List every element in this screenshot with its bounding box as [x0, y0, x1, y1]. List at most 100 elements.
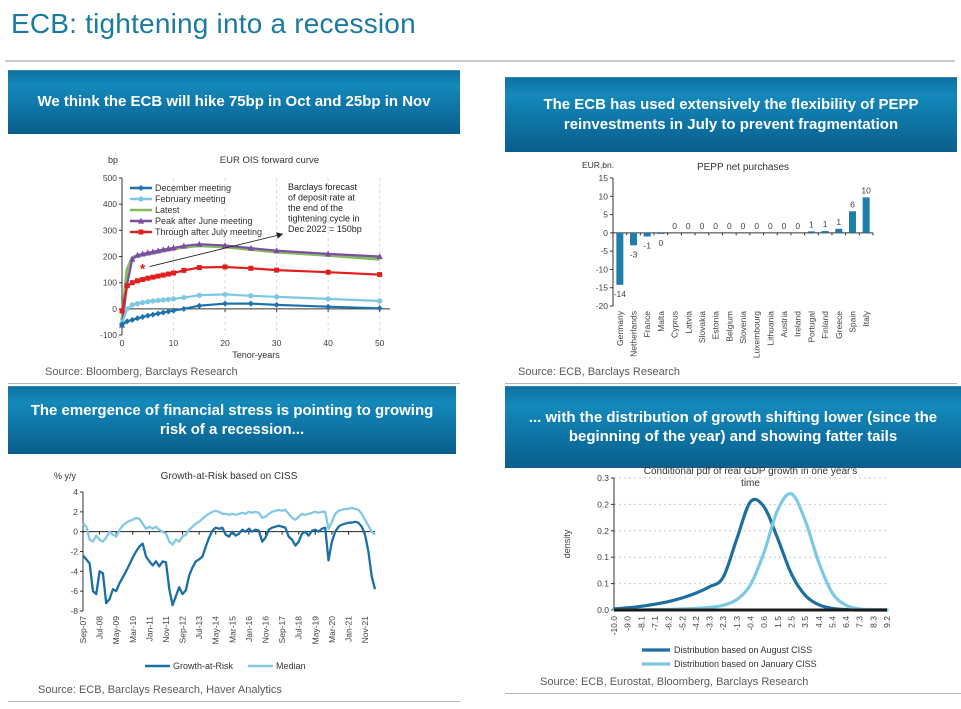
- bar-label-latvia: 0: [686, 221, 691, 231]
- x-label-jul-18: Jul-18: [294, 616, 304, 639]
- ois-y-axis-label: bp: [108, 155, 118, 165]
- series-distribution-based-on-august-ciss: [612, 497, 889, 612]
- bar-label-netherlands: -3: [630, 249, 638, 259]
- x-label-pdf-17: 6.4: [841, 616, 851, 628]
- legend-distribution-based-on-august-ciss: Distribution based on August CISS: [674, 645, 812, 655]
- bar-label-estonia: 0: [713, 221, 718, 231]
- svg-text:50: 50: [375, 338, 385, 348]
- source-top-right: Source: ECB, Barclays Research: [505, 366, 957, 384]
- x-label-pdf-3: -7.1: [650, 616, 660, 631]
- x-label-austria: Austria: [779, 311, 789, 338]
- x-label-pdf-1: -9.0: [623, 616, 633, 631]
- ois-x-axis-label: Tenor-years: [232, 350, 280, 360]
- bar-label-slovenia: 0: [741, 221, 746, 231]
- pdf-chart-title: Conditional pdf of real GDP growth in on…: [644, 466, 858, 477]
- svg-text:500: 500: [103, 173, 117, 183]
- x-label-may-14: May-14: [211, 616, 221, 645]
- x-label-jul-13: Jul-13: [194, 616, 204, 639]
- bar-label-spain: 6: [850, 199, 855, 209]
- bar-italy: [862, 197, 870, 233]
- x-label-netherlands: Netherlands: [629, 311, 639, 357]
- x-label-pdf-4: -6.2: [664, 616, 674, 631]
- x-label-greece: Greece: [834, 311, 844, 339]
- pepp-chart-title: PEPP net purchases: [697, 162, 789, 173]
- series-growth-at-risk: [82, 520, 377, 607]
- x-label-mar-10: Mar-10: [128, 616, 138, 643]
- svg-text:0.2: 0.2: [597, 499, 609, 509]
- ois-annotation-line: Dec 2022 = 150bp: [288, 224, 362, 234]
- pepp-bars: [616, 197, 870, 285]
- svg-text:100: 100: [103, 278, 117, 288]
- x-label-spain: Spain: [847, 311, 857, 333]
- source-bottom-left: Source: ECB, Barclays Research, Haver An…: [8, 684, 460, 702]
- x-label-pdf-11: 0.6: [759, 616, 769, 628]
- svg-text:0.2: 0.2: [597, 526, 609, 536]
- bar-label-malta: 0: [659, 238, 664, 248]
- svg-text:0.1: 0.1: [597, 579, 609, 589]
- svg-text:0: 0: [112, 304, 117, 314]
- x-label-mar-15: Mar-15: [227, 616, 237, 643]
- svg-text:10: 10: [169, 338, 179, 348]
- x-label-estonia: Estonia: [711, 311, 721, 340]
- bar-label-greece: 1: [836, 217, 841, 227]
- x-label-pdf-15: 4.4: [814, 616, 824, 628]
- legend-growth-at-risk: Growth-at-Risk: [173, 661, 234, 671]
- bar-spain: [848, 211, 856, 233]
- x-label-pdf-10: -0.4: [746, 616, 756, 631]
- x-label-pdf-16: 5.4: [827, 616, 837, 628]
- x-label-pdf-8: -2.3: [718, 616, 728, 631]
- pepp-net-purchases-chart: PEPP net purchasesEUR,bn.-20-15-10-50510…: [582, 160, 874, 359]
- bar-malta: [657, 232, 665, 234]
- bar-label-luxembourg: 0: [754, 221, 759, 231]
- ois-annotation-line: of deposit rate at: [288, 193, 356, 203]
- x-label-finland: Finland: [820, 311, 830, 339]
- bar-label-finland: 1: [823, 219, 828, 229]
- x-label-jan-11: Jan-11: [144, 616, 154, 642]
- x-label-slovenia: Slovenia: [738, 311, 748, 344]
- pdf-chart-title: time: [741, 478, 760, 489]
- x-label-pdf-19: 8.3: [868, 616, 878, 628]
- svg-text:-20: -20: [596, 301, 609, 311]
- svg-text:-100: -100: [100, 330, 117, 340]
- x-label-pdf-5: -5.2: [677, 616, 687, 631]
- bar-label-portugal: 1: [809, 219, 814, 229]
- x-label-sep-07: Sep-07: [78, 616, 88, 644]
- svg-text:-2: -2: [70, 547, 78, 557]
- x-label-nov-16: Nov-16: [261, 616, 271, 644]
- svg-text:5: 5: [603, 210, 608, 220]
- svg-text:-4: -4: [70, 566, 78, 576]
- svg-text:2: 2: [73, 507, 78, 517]
- bar-portugal: [807, 231, 815, 233]
- x-label-france: France: [642, 311, 652, 338]
- x-label-ireland: Ireland: [793, 311, 803, 337]
- x-label-sep-17: Sep-17: [277, 616, 287, 644]
- legend-peak-after-june-meeting: Peak after June meeting: [155, 216, 253, 226]
- x-label-jul-08: Jul-08: [95, 616, 105, 639]
- x-label-may-19: May-19: [310, 616, 320, 645]
- bar-netherlands: [630, 232, 638, 246]
- legend-median: Median: [276, 661, 306, 671]
- page-title: ECB: tightening into a recession: [11, 8, 416, 39]
- svg-text:-6: -6: [70, 586, 78, 596]
- legend-december-meeting: December meeting: [155, 183, 231, 193]
- eur-ois-forward-curve-chart: EUR OIS forward curvebp-1000100200300400…: [100, 155, 390, 360]
- svg-text:0: 0: [73, 527, 78, 537]
- x-label-pdf-9: -1.3: [732, 616, 742, 631]
- x-label-malta: Malta: [656, 311, 666, 332]
- bar-label-slovakia: 0: [700, 221, 705, 231]
- legend-latest: Latest: [155, 205, 180, 215]
- series-median: [82, 506, 376, 546]
- svg-text:200: 200: [103, 252, 117, 262]
- bar-germany: [616, 232, 624, 285]
- svg-text:0.1: 0.1: [597, 552, 609, 562]
- legend-february-meeting: February meeting: [155, 194, 226, 204]
- legend-through-after-july-meeting: Through after July meeting: [155, 227, 262, 237]
- x-label-luxembourg: Luxembourg: [752, 311, 762, 359]
- ois-annotation-line: tightening cycle in: [288, 214, 360, 224]
- x-label-slovakia: Slovakia: [697, 311, 707, 343]
- bar-label-ireland: 0: [795, 221, 800, 231]
- svg-text:10: 10: [599, 191, 609, 201]
- svg-text:4: 4: [73, 487, 78, 497]
- x-label-italy: Italy: [861, 310, 871, 326]
- ois-chart-title: EUR OIS forward curve: [220, 155, 319, 166]
